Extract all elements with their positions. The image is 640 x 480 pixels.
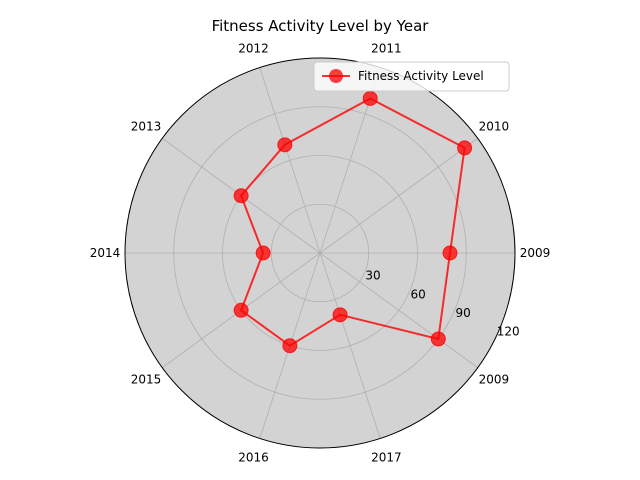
grid-spoke	[319, 138, 478, 254]
series	[233, 90, 473, 354]
grid-spoke	[319, 252, 381, 439]
angle-tick-label: 2011	[371, 42, 402, 56]
angle-tick-label: 2009	[520, 246, 551, 260]
data-point	[332, 307, 348, 323]
chart-title: Fitness Activity Level by Year	[212, 17, 430, 35]
angle-tick-label: 2009	[479, 372, 510, 386]
angle-tick-label: 2017	[371, 450, 402, 464]
angle-tick-label: 2012	[238, 42, 269, 56]
radial-tick-label: 60	[410, 287, 425, 301]
data-point	[430, 331, 446, 347]
data-point	[442, 245, 458, 261]
data-point	[233, 302, 249, 318]
data-point	[457, 140, 473, 156]
angle-tick-label: 2016	[238, 450, 269, 464]
angle-tick-label: 2015	[131, 372, 162, 386]
radial-tick-label: 120	[497, 325, 520, 339]
grid-spoke	[319, 252, 478, 368]
radial-labels: 30 60 90 120	[365, 269, 519, 339]
radial-tick-label: 30	[365, 269, 380, 283]
legend-marker	[329, 69, 343, 83]
angle-tick-label: 2013	[131, 120, 162, 134]
legend: Fitness Activity Level	[313, 61, 510, 92]
angle-tick-label: 2014	[90, 246, 121, 260]
plot-outline	[124, 57, 516, 449]
data-point	[233, 188, 249, 204]
data-point	[277, 137, 293, 153]
grid-spoke	[259, 67, 321, 254]
data-point	[282, 338, 298, 354]
legend-label: Fitness Activity Level	[358, 69, 484, 83]
radial-tick-label: 90	[455, 306, 470, 320]
angle-tick-label: 2010	[479, 120, 510, 134]
legend-box	[313, 61, 510, 92]
angle-labels: 2009 2010 2011 2012 2013 2014 2015 2016 2017 2009	[90, 42, 551, 465]
data-point	[362, 90, 378, 106]
data-point	[255, 245, 271, 261]
